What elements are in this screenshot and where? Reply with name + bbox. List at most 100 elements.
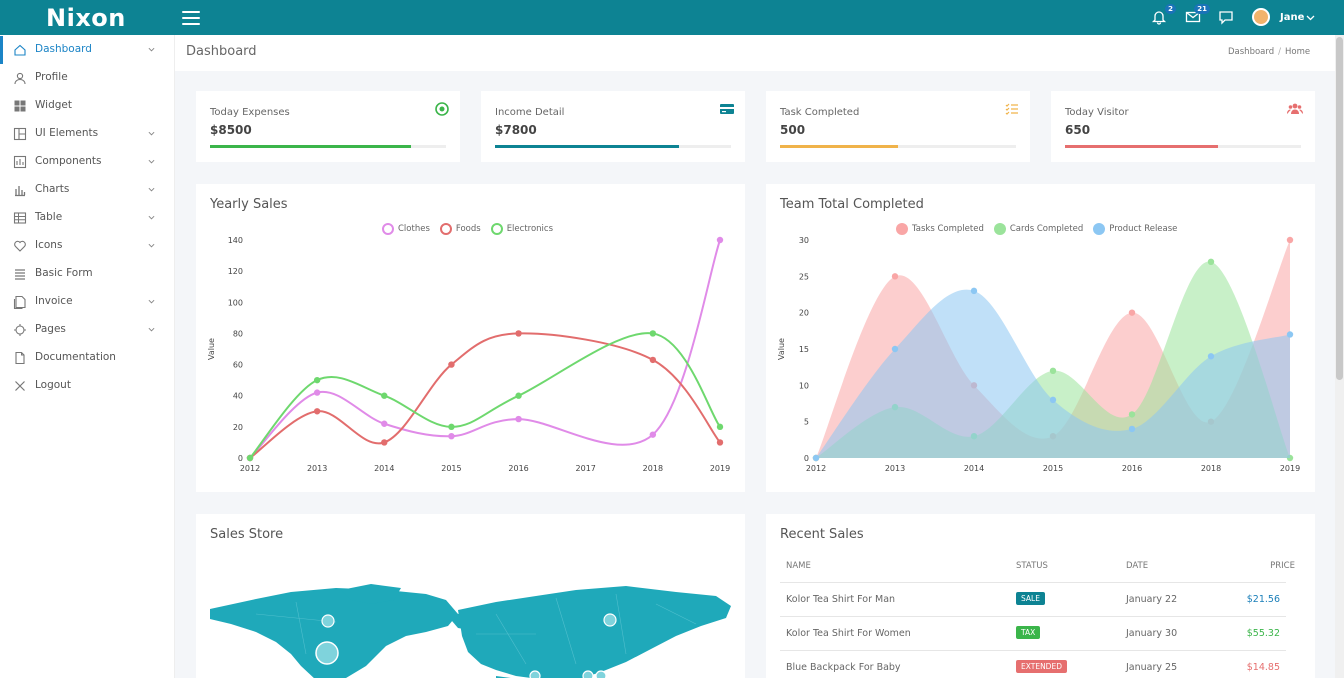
data-point[interactable] <box>891 273 899 280</box>
data-point[interactable] <box>381 439 388 446</box>
stat-progress-track <box>780 145 1016 148</box>
credit-card-icon <box>720 104 734 114</box>
sidebar-item-charts[interactable]: Charts <box>0 176 175 204</box>
sidebar-item-documentation[interactable]: Documentation <box>0 344 175 372</box>
world-map[interactable] <box>196 514 745 678</box>
data-point[interactable] <box>716 439 724 446</box>
data-point[interactable] <box>515 415 522 423</box>
close-icon <box>15 381 25 391</box>
x-tick-label: 2018 <box>1201 464 1221 473</box>
sidebar-item-table[interactable]: Table <box>0 204 175 232</box>
sidebar-item-label: Widget <box>35 99 72 111</box>
legend-item[interactable]: Tasks Completed <box>896 223 984 235</box>
data-point[interactable] <box>313 389 321 396</box>
data-point[interactable] <box>313 376 321 384</box>
data-point[interactable] <box>381 420 388 427</box>
data-point[interactable] <box>1128 309 1136 316</box>
table-row[interactable]: Kolor Tea Shirt For Women TAX January 30 $5… <box>780 616 1286 650</box>
data-point[interactable] <box>716 423 724 431</box>
data-point[interactable] <box>515 392 522 399</box>
card-title: Yearly Sales <box>210 197 288 212</box>
user-menu[interactable]: Jane <box>1252 7 1315 27</box>
notification-badge: 2 <box>1165 4 1176 14</box>
sidebar-item-ui-elements[interactable]: UI Elements <box>0 120 175 148</box>
sidebar-item-dashboard[interactable]: Dashboard <box>0 36 175 64</box>
brand-logo[interactable]: Nixon <box>46 4 126 32</box>
card-title: Sales Store <box>210 527 284 542</box>
sidebar-item-logout[interactable]: Logout <box>0 372 175 400</box>
sidebar-item-icons[interactable]: Icons <box>0 232 175 260</box>
legend-item[interactable]: Clothes <box>382 223 430 235</box>
legend-item[interactable]: Cards Completed <box>993 223 1083 235</box>
team-total-card: Team Total Completed Tasks Completed Card… <box>766 184 1315 492</box>
data-point[interactable] <box>1128 425 1136 433</box>
breadcrumb-item-home[interactable]: Home <box>1285 47 1311 57</box>
stat-card-today-visitor: Today Visitor 650 <box>1051 91 1315 162</box>
mail-icon[interactable]: 21 <box>1185 4 1210 27</box>
sidebar-item-invoice[interactable]: Invoice <box>0 288 175 316</box>
data-point[interactable] <box>649 356 657 364</box>
y-tick-label: 80 <box>233 329 243 338</box>
breadcrumb-item-dashboard[interactable]: Dashboard <box>1228 47 1275 57</box>
data-point[interactable] <box>1049 367 1057 374</box>
chevron-down-icon <box>1306 15 1315 20</box>
data-point[interactable] <box>1207 258 1215 265</box>
status-badge: TAX <box>1016 626 1041 639</box>
table-row[interactable]: Blue Backpack For Baby EXTENDED January 25… <box>780 650 1286 678</box>
stat-progress-fill <box>1065 145 1219 148</box>
bell-icon[interactable]: 2 <box>1151 4 1176 27</box>
page-scrollbar[interactable] <box>1335 35 1344 678</box>
line-foods <box>249 332 721 459</box>
sidebar-item-basic-form[interactable]: Basic Form <box>0 260 175 288</box>
data-point[interactable] <box>1207 353 1215 360</box>
legend-marker <box>382 223 394 235</box>
sidebar-item-label: Charts <box>35 183 70 195</box>
legend-item[interactable]: Foods <box>439 223 481 235</box>
data-point[interactable] <box>313 408 321 415</box>
legend-item[interactable]: Product Release <box>1093 223 1177 235</box>
data-point[interactable] <box>649 330 657 337</box>
chat-icon[interactable] <box>1218 9 1236 27</box>
y-axis-label: Value <box>777 338 786 360</box>
sidebar-item-widget[interactable]: Widget <box>0 92 175 120</box>
data-point[interactable] <box>1286 236 1294 244</box>
table-row[interactable]: Kolor Tea Shirt For Man SALE January 22 $21… <box>780 582 1286 616</box>
data-point[interactable] <box>246 454 254 462</box>
data-point[interactable] <box>970 287 978 295</box>
data-point[interactable] <box>1128 411 1136 418</box>
recent-sales-card: Recent Sales NAME STATUS DATE PRICE Kolo… <box>766 514 1315 678</box>
sidebar-item-pages[interactable]: Pages <box>0 316 175 344</box>
data-point[interactable] <box>381 392 388 399</box>
data-point[interactable] <box>1049 396 1057 404</box>
stat-value: 650 <box>1065 123 1091 137</box>
chart-legend: Tasks Completed Cards Completed Product Re… <box>896 223 1187 235</box>
data-point[interactable] <box>891 345 899 353</box>
users-icon <box>1287 103 1303 114</box>
sale-date: January 22 <box>1126 594 1178 605</box>
data-point[interactable] <box>515 330 522 337</box>
scrollbar-thumb[interactable] <box>1336 37 1343 380</box>
document-icon <box>15 351 25 365</box>
x-tick-label: 2017 <box>576 464 596 473</box>
map-marker <box>321 614 335 628</box>
data-point[interactable] <box>649 431 657 438</box>
sidebar-item-components[interactable]: Components <box>0 148 175 176</box>
stat-progress-track <box>1065 145 1301 148</box>
menu-toggle-icon[interactable] <box>182 11 200 25</box>
data-point[interactable] <box>448 361 455 368</box>
data-point[interactable] <box>716 236 724 244</box>
data-point[interactable] <box>1286 331 1294 338</box>
data-point[interactable] <box>448 423 455 431</box>
data-point[interactable] <box>812 454 820 462</box>
y-tick-label: 25 <box>799 272 809 281</box>
avatar <box>1252 8 1270 26</box>
sidebar-item-profile[interactable]: Profile <box>0 64 175 92</box>
product-name: Kolor Tea Shirt For Man <box>786 594 896 605</box>
legend-item[interactable]: Electronics <box>490 223 553 235</box>
data-point[interactable] <box>448 433 455 440</box>
y-tick-label: 60 <box>233 361 243 370</box>
components-icon <box>13 155 27 169</box>
stat-label: Today Visitor <box>1065 107 1129 118</box>
yearly-sales-card: Yearly Sales Clothes Foods Electronics 0 20… <box>196 184 745 492</box>
mail-badge: 21 <box>1194 4 1210 14</box>
